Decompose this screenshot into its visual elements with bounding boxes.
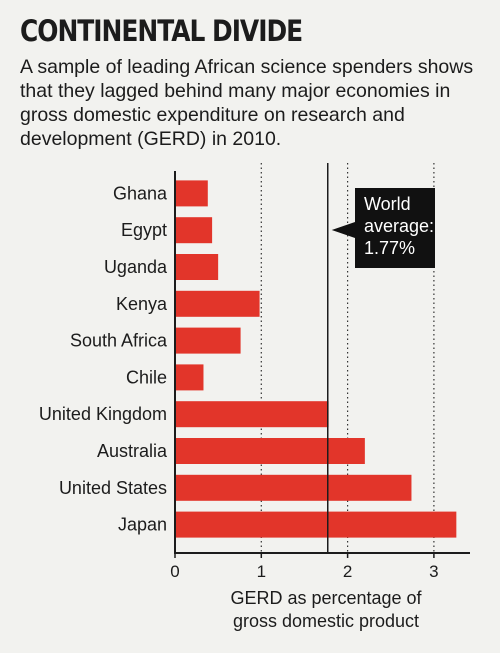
category-label-kenya: Kenya (116, 294, 168, 314)
bar-egypt (175, 217, 213, 244)
bar-japan (175, 511, 457, 538)
category-label-united-kingdom: United Kingdom (39, 404, 167, 424)
x-tick-label-2: 2 (343, 562, 352, 581)
bar-uganda (175, 254, 219, 280)
category-label-japan: Japan (118, 515, 167, 535)
category-label-egypt: Egypt (121, 220, 167, 240)
bar-kenya (175, 290, 260, 317)
world-average-label: 1.77% (364, 238, 415, 258)
category-label-uganda: Uganda (104, 257, 168, 277)
bar-united-states (175, 474, 412, 501)
category-label-ghana: Ghana (113, 183, 168, 203)
bar-united-kingdom (175, 401, 329, 428)
x-tick-label-3: 3 (429, 562, 438, 581)
category-label-chile: Chile (126, 367, 167, 387)
chart-subtitle: A sample of leading African science spen… (20, 56, 474, 150)
x-tick-label-0: 0 (170, 562, 179, 581)
x-axis-label: gross domestic product (233, 611, 419, 631)
world-average-callout (331, 188, 435, 268)
x-tick-label-1: 1 (257, 562, 266, 581)
x-axis-label: GERD as percentage of (230, 588, 422, 608)
category-label-united-states: United States (59, 478, 167, 498)
bar-chile (175, 364, 204, 391)
chart-title: CONTINENTAL DIVIDE (20, 14, 303, 48)
world-average-label: average: (364, 216, 434, 236)
bar-australia (175, 438, 365, 464)
bar-south-africa (175, 327, 241, 354)
bar-ghana (175, 180, 208, 207)
category-label-australia: Australia (97, 441, 168, 461)
world-average-label: World (364, 194, 411, 214)
category-label-south-africa: South Africa (70, 331, 168, 351)
